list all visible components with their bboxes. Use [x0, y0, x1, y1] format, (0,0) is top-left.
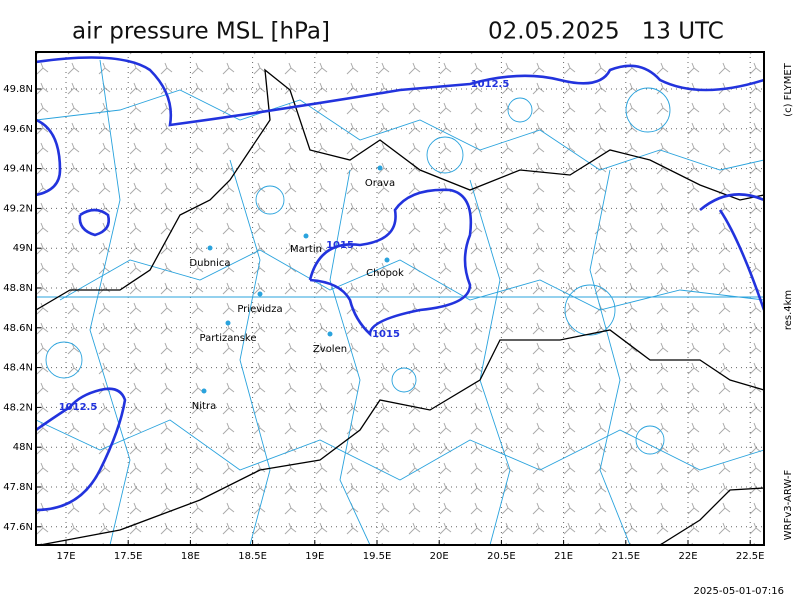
datetime: 02.05.2025 13 UTC — [488, 19, 724, 45]
lon-label: 22E — [678, 551, 697, 562]
city-label: Prievidza — [237, 304, 282, 315]
districts — [36, 59, 764, 545]
city-label: Partizanske — [199, 333, 256, 344]
lat-label: 48.2N — [3, 402, 33, 413]
model: WRFv3-ARW-F — [783, 470, 794, 541]
lon-label: 22.5E — [736, 551, 765, 562]
city-label: Martin — [290, 244, 322, 255]
lon-label: 19E — [305, 551, 324, 562]
lat-label: 49.8N — [3, 84, 33, 95]
city-labels: Orava Martin Dubnica Chopok Prievidza Pa… — [189, 178, 404, 412]
lon-label: 20E — [430, 551, 449, 562]
lat-label: 48.8N — [3, 283, 33, 294]
timestamp: 2025-05-01-07:16 — [693, 586, 784, 597]
lat-label: 48.4N — [3, 363, 33, 374]
city-markers — [201, 165, 390, 394]
axis-labels: 49.8N 49.6N 49.4N 49.2N 49N 48.8N 48.6N 48.4N 48… — [3, 84, 764, 562]
isobar-label: 1012.5 — [59, 402, 98, 413]
graticule — [36, 52, 764, 545]
lon-label: 19.5E — [363, 551, 392, 562]
title: air pressure MSL [hPa] — [72, 19, 330, 45]
lon-label: 21E — [554, 551, 573, 562]
lon-label: 17.5E — [114, 551, 143, 562]
lat-label: 48N — [13, 442, 33, 453]
lat-label: 49.4N — [3, 164, 33, 175]
lon-label: 21.5E — [612, 551, 641, 562]
isobar-label: 1012.5 — [471, 79, 510, 90]
wind-barbs — [36, 52, 764, 545]
copyright: (c) FLYMET — [783, 62, 794, 117]
city-label: Orava — [365, 178, 395, 189]
city-label: Zvolen — [313, 344, 347, 355]
lon-label: 20.5E — [487, 551, 516, 562]
lat-label: 49N — [13, 243, 33, 254]
city-label: Chopok — [366, 268, 404, 279]
isobar-label: 1015 — [372, 329, 400, 340]
map-frame — [35, 51, 765, 546]
lon-label: 18E — [181, 551, 200, 562]
isobar-label: 1015 — [326, 240, 354, 251]
lon-label: 17E — [56, 551, 75, 562]
lon-label: 18.5E — [238, 551, 267, 562]
city-label: Nitra — [192, 401, 216, 412]
lat-label: 49.6N — [3, 124, 33, 135]
isobar-labels: 1012.5 1015 1015 1012.5 — [59, 79, 510, 413]
map-layer — [36, 52, 764, 545]
lat-label: 47.8N — [3, 482, 33, 493]
isobars — [36, 56, 764, 512]
lat-label: 48.6N — [3, 323, 33, 334]
lat-label: 47.6N — [3, 522, 33, 533]
lat-label: 49.2N — [3, 203, 33, 214]
resolution: res.4km — [783, 290, 794, 330]
borders — [36, 68, 764, 545]
city-label: Dubnica — [189, 258, 230, 269]
